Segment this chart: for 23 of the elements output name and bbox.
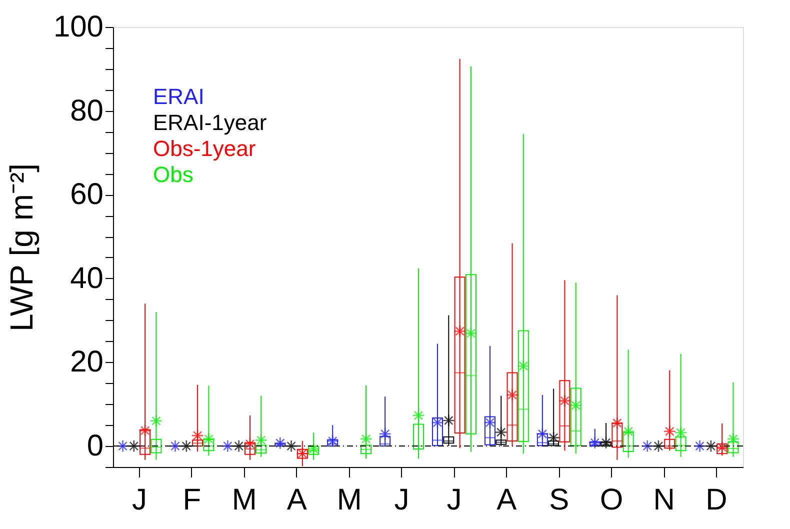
y-tick-label: 0 <box>86 430 104 463</box>
y-tick-label: 40 <box>70 262 104 295</box>
x-tick-label: J <box>394 484 410 516</box>
y-tick-label: 100 <box>53 10 104 44</box>
x-tick-label: J <box>132 484 147 516</box>
y-axis-title: LWP [g m⁻²] <box>3 163 40 332</box>
y-tick-label: 60 <box>70 178 104 212</box>
text: ERAI-1year <box>153 110 267 135</box>
text: Obs-1year <box>153 136 256 161</box>
x-tick-label: J <box>446 484 462 516</box>
text: Obs <box>153 162 194 187</box>
x-tick-label: A <box>286 484 307 516</box>
x-tick-label: F <box>182 484 202 516</box>
x-tick-label: M <box>232 484 257 516</box>
x-tick-label: N <box>653 484 675 516</box>
x-tick-label: M <box>336 484 362 516</box>
x-tick-label: O <box>600 484 624 516</box>
x-tick-label: D <box>706 484 728 516</box>
y-tick-label: 80 <box>70 94 104 128</box>
text: ERAI <box>153 84 204 109</box>
x-tick-label: A <box>496 484 517 516</box>
x-tick-label: S <box>549 484 570 516</box>
y-tick-label: 20 <box>70 346 104 379</box>
